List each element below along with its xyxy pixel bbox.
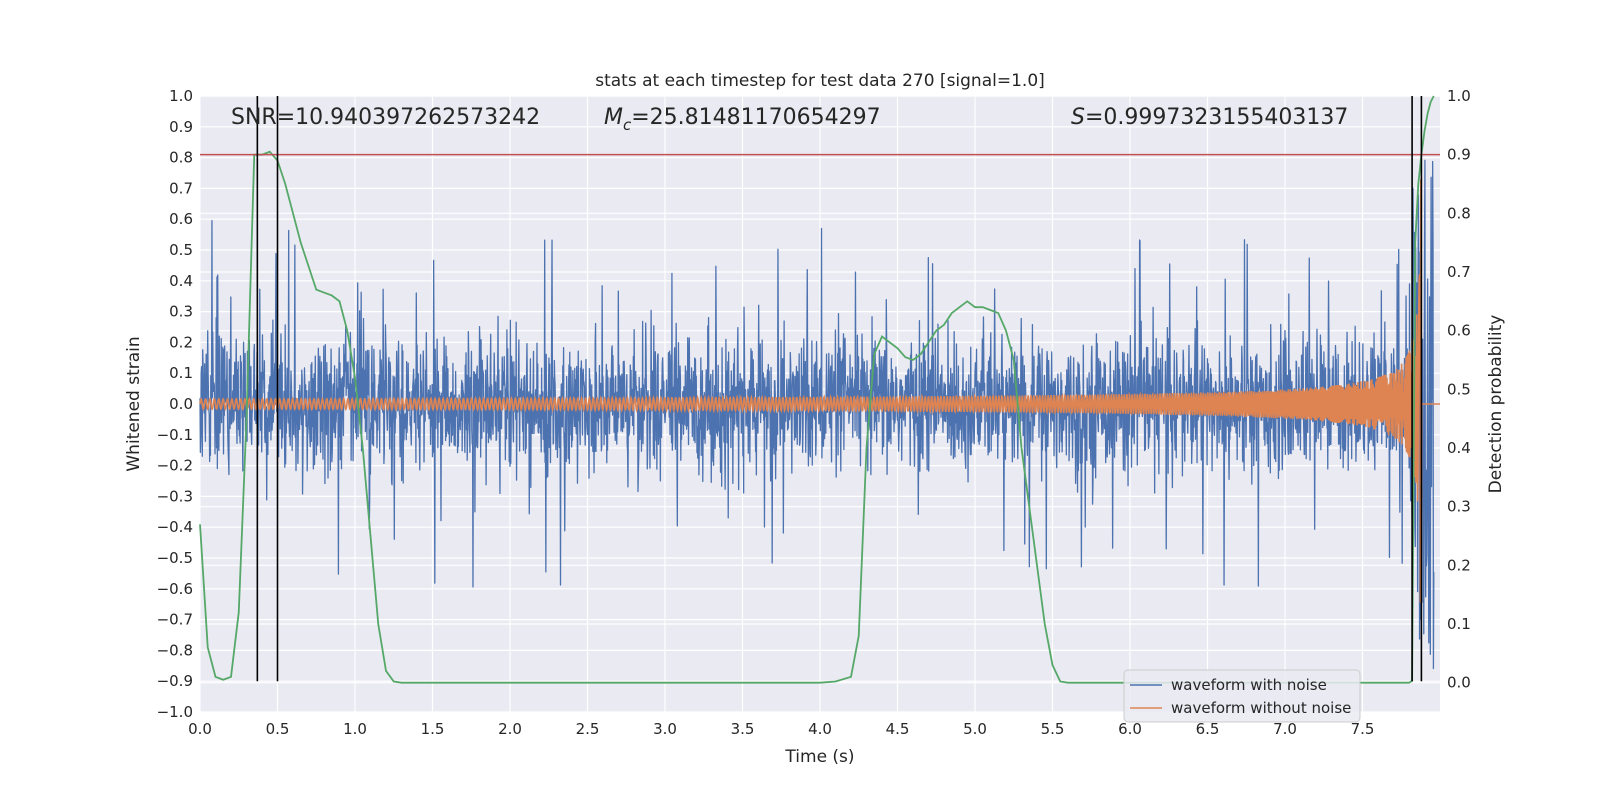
y-right-tick-label: 0.3 [1447,498,1471,516]
x-tick-label: 2.5 [576,720,600,738]
legend-label-noise: waveform with noise [1171,676,1327,694]
y-axis-label: Whitened strain [124,336,144,471]
s-symbol: S [1071,105,1085,130]
x-tick-label: 3.0 [653,720,677,738]
chart-title: stats at each timestep for test data 270… [595,71,1045,91]
y-tick-label: 0.8 [169,149,193,167]
y-tick-label: 0.4 [169,272,193,290]
noise-line [199,159,1435,670]
y-right-tick-label: 0.6 [1447,322,1471,340]
x-tick-label: 3.5 [731,720,755,738]
legend: waveform with noise waveform without noi… [1123,669,1361,723]
chirp-line [199,179,1440,603]
x-tick-labels: 0.0 0.5 1.0 1.5 2.0 2.5 3.0 3.5 4.0 4.5 5.0 5.5 6.0 6… [188,720,1374,738]
chirp-mass-symbol: M [604,105,623,130]
y-right-tick-label: 0.0 [1447,674,1471,692]
x-tick-label: 0.5 [266,720,290,738]
x-tick-label: 5.0 [963,720,987,738]
x-tick-label: 6.5 [1196,720,1220,738]
y-tick-label: −0.7 [157,611,193,629]
s-value: =0.9997323155403137 [1085,105,1348,130]
y-tick-label: 0.6 [169,210,193,228]
y-tick-label: −0.3 [157,487,193,505]
y-tick-label: −1.0 [157,703,193,721]
y-right-axis-label: Detection probability [1486,315,1506,494]
s-annotation: S=0.9997323155403137 [1071,105,1348,130]
y-tick-label: −0.5 [157,549,193,567]
y-tick-label: −0.4 [157,518,193,536]
probability-line [199,95,1435,684]
series-detection-probability [199,95,1435,684]
y-tick-labels: −1.0 −0.9 −0.8 −0.7 −0.6 −0.5 −0.4 −0.3 −0.2 −0.1… [157,87,193,721]
y-right-tick-label: 0.7 [1447,263,1471,281]
y-right-tick-labels: 0.0 0.1 0.2 0.3 0.4 0.5 0.6 0.7 0.8 0.9 1.0 [1447,87,1471,692]
x-tick-label: 2.0 [498,720,522,738]
y-tick-label: 0.9 [169,118,193,136]
x-axis-label: Time (s) [784,747,854,767]
y-tick-label: 0.0 [169,395,193,413]
x-tick-label: 5.5 [1041,720,1065,738]
legend-box [1123,669,1361,723]
y-right-tick-label: 0.2 [1447,556,1471,574]
y-right-tick-label: 0.8 [1447,204,1471,222]
x-tick-label: 7.0 [1273,720,1297,738]
y-right-tick-label: 0.4 [1447,439,1471,457]
y-tick-label: 0.1 [169,364,193,382]
y-tick-label: 0.3 [169,303,193,321]
legend-label-clean: waveform without noise [1171,699,1351,717]
vertical-markers [256,96,1423,682]
y-right-tick-label: 0.5 [1447,380,1471,398]
y-right-tick-label: 0.9 [1447,146,1471,164]
y-right-tick-label: 0.1 [1447,615,1471,633]
x-tick-label: 1.0 [343,720,367,738]
x-tick-label: 6.0 [1118,720,1142,738]
snr-annotation: SNR=10.940397262573242 [231,105,540,130]
y-tick-label: 1.0 [169,87,193,105]
chirp-mass-subscript: c [623,116,632,134]
series-waveform-without-noise [199,179,1440,603]
y-tick-label: 0.2 [169,333,193,351]
chirp-mass-annotation: Mc=25.81481170654297 [604,105,881,134]
y-tick-label: −0.9 [157,672,193,690]
y-tick-label: 0.7 [169,179,193,197]
x-tick-label: 7.5 [1351,720,1375,738]
x-tick-label: 4.5 [886,720,910,738]
y-tick-label: −0.2 [157,457,193,475]
y-tick-label: −0.8 [157,641,193,659]
x-tick-label: 0.0 [188,720,212,738]
y-tick-label: −0.6 [157,580,193,598]
x-tick-label: 1.5 [421,720,445,738]
y-tick-label: 0.5 [169,241,193,259]
chirp-mass-value: =25.81481170654297 [631,105,880,130]
y-right-tick-label: 1.0 [1447,87,1471,105]
y-tick-label: −0.1 [157,426,193,444]
series-waveform-with-noise [199,159,1435,670]
x-tick-label: 4.0 [808,720,832,738]
